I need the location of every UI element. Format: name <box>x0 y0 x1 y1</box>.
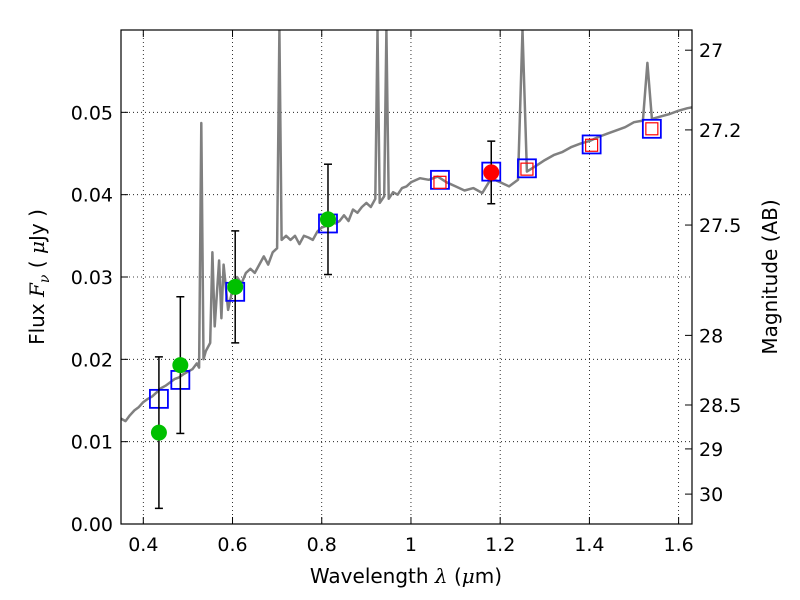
y-tick-label: 0.00 <box>71 514 113 536</box>
model-band-square <box>581 134 602 155</box>
x-tick-label: 0.6 <box>217 534 247 556</box>
data-markers <box>149 118 662 510</box>
observed-point-green <box>172 357 189 374</box>
x-tick-label: 1.4 <box>574 534 604 556</box>
y2-tick-label: 27 <box>699 40 723 62</box>
y-tick-label: 0.05 <box>71 102 113 124</box>
y2-tick-label: 27.5 <box>699 215 741 237</box>
y-tick-label: 0.01 <box>71 432 113 454</box>
y2-tick-label: 28 <box>699 325 723 347</box>
limit-square <box>520 162 534 176</box>
x-tick-label: 0.4 <box>128 534 158 556</box>
observed-point-green <box>150 424 167 441</box>
model-band-square <box>641 118 662 139</box>
y2-tick-label: 28.5 <box>699 395 741 417</box>
observed-point-red <box>483 164 500 181</box>
observed-point-green <box>319 211 336 228</box>
y2-tick-label: 29 <box>699 439 723 461</box>
limit-square <box>433 175 447 189</box>
y-tick-label: 0.04 <box>71 185 113 207</box>
x-tick-label: 1.2 <box>485 534 515 556</box>
y-tick-label: 0.02 <box>71 349 113 371</box>
observed-point-green <box>227 278 244 295</box>
limit-square <box>585 138 599 152</box>
model-band-square <box>517 158 537 179</box>
y-tick-label: 0.03 <box>71 267 113 289</box>
y-axis-label: Flux Fν ( μJy ) <box>25 209 53 345</box>
axis-ticks: 0.4 0.6 0.8 1 1.2 1.4 1.6 0.00 0.01 0.02 0.03 0.04 0… <box>71 30 741 556</box>
y2-axis-label: Magnitude (AB) <box>758 199 782 354</box>
x-tick-label: 0.8 <box>307 534 337 556</box>
x-tick-label: 1 <box>405 534 417 556</box>
plot-frame <box>120 29 693 525</box>
y2-tick-label: 27.2 <box>699 120 741 142</box>
plot-area <box>121 30 692 423</box>
x-axis-label: Wavelength λ (μm) <box>310 564 502 588</box>
y2-tick-label: 30 <box>699 484 723 506</box>
spectrum-line <box>121 30 692 423</box>
limit-square <box>645 122 659 136</box>
x-tick-label: 1.6 <box>664 534 694 556</box>
